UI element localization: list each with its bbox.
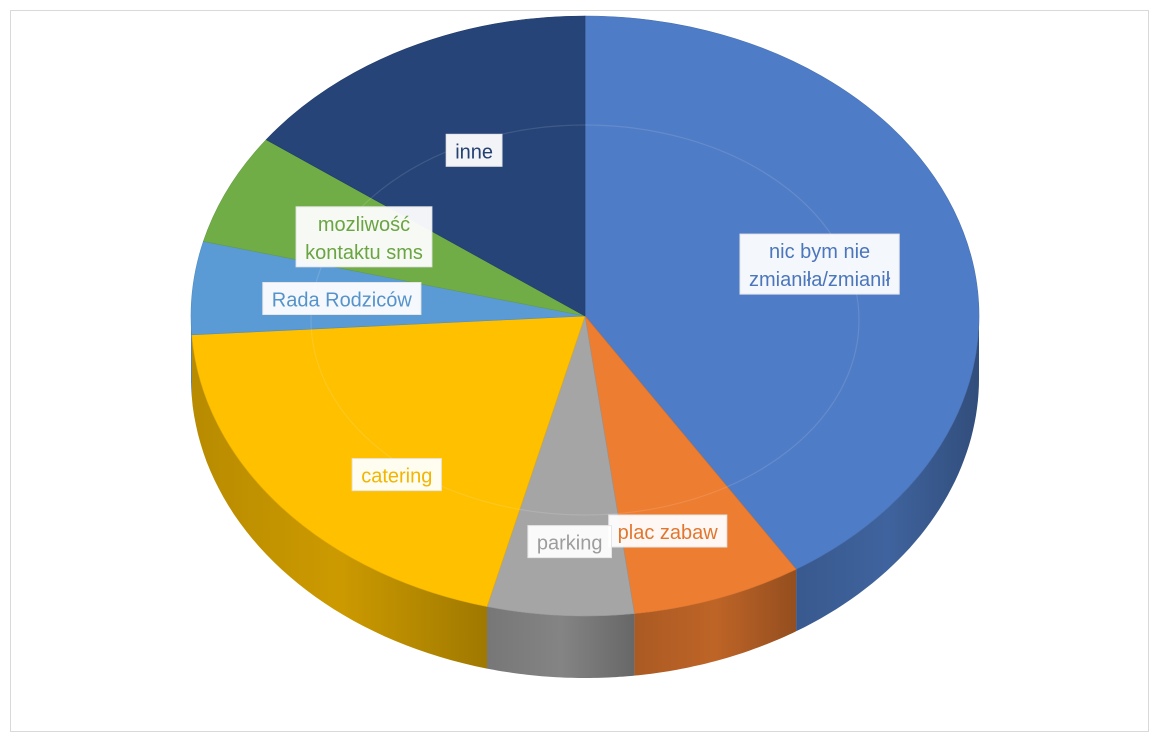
pie-side-catering-shade xyxy=(191,334,488,669)
data-label-text: kontaktu sms xyxy=(305,242,423,264)
data-label-plac-zabaw: plac zabaw xyxy=(608,514,728,548)
data-label-text: Rada Rodziców xyxy=(272,290,413,312)
data-label-text: nic bym nie xyxy=(769,241,870,263)
data-label-catering: catering xyxy=(351,458,442,492)
data-label-text: mozliwość xyxy=(318,214,410,236)
data-label-inne: inne xyxy=(445,133,503,167)
data-label-box xyxy=(295,206,433,268)
data-label-box xyxy=(527,525,613,559)
pie-slice-inne xyxy=(265,15,586,317)
data-label-parking: parking xyxy=(527,525,613,559)
pie-side-nic-bym-nie-zmianila-zmianil-shade xyxy=(796,316,979,632)
data-label-box xyxy=(262,282,422,315)
pie-side-plac-zabaw-shade xyxy=(634,569,797,676)
data-label-box xyxy=(608,514,728,548)
data-label-text: inne xyxy=(455,141,493,163)
pie-sides xyxy=(191,316,979,678)
data-label-box xyxy=(351,458,442,492)
data-label-nic-bym-nie-zmianila-zmianil: nic bym nie zmianiła/zmianił xyxy=(739,233,900,295)
data-label-text: catering xyxy=(361,466,432,488)
data-label-text: plac zabaw xyxy=(618,522,719,544)
data-label-box xyxy=(739,233,900,295)
pie-sheen xyxy=(310,124,860,516)
pie-side-parking-shade xyxy=(487,606,635,678)
data-label-rada-rodzicow: Rada Rodziców xyxy=(262,282,422,315)
data-label-box xyxy=(445,133,503,167)
data-label-text: zmianiła/zmianił xyxy=(749,269,891,291)
pie-side-rada-rodzicow-shade xyxy=(191,316,192,397)
data-label-text: parking xyxy=(537,533,603,555)
data-label-mozliwosc-kontaktu-sms: mozliwość kontaktu sms xyxy=(295,206,433,268)
pie-labels: nic bym nie zmianiła/zmianił plac zabaw par… xyxy=(262,133,900,559)
